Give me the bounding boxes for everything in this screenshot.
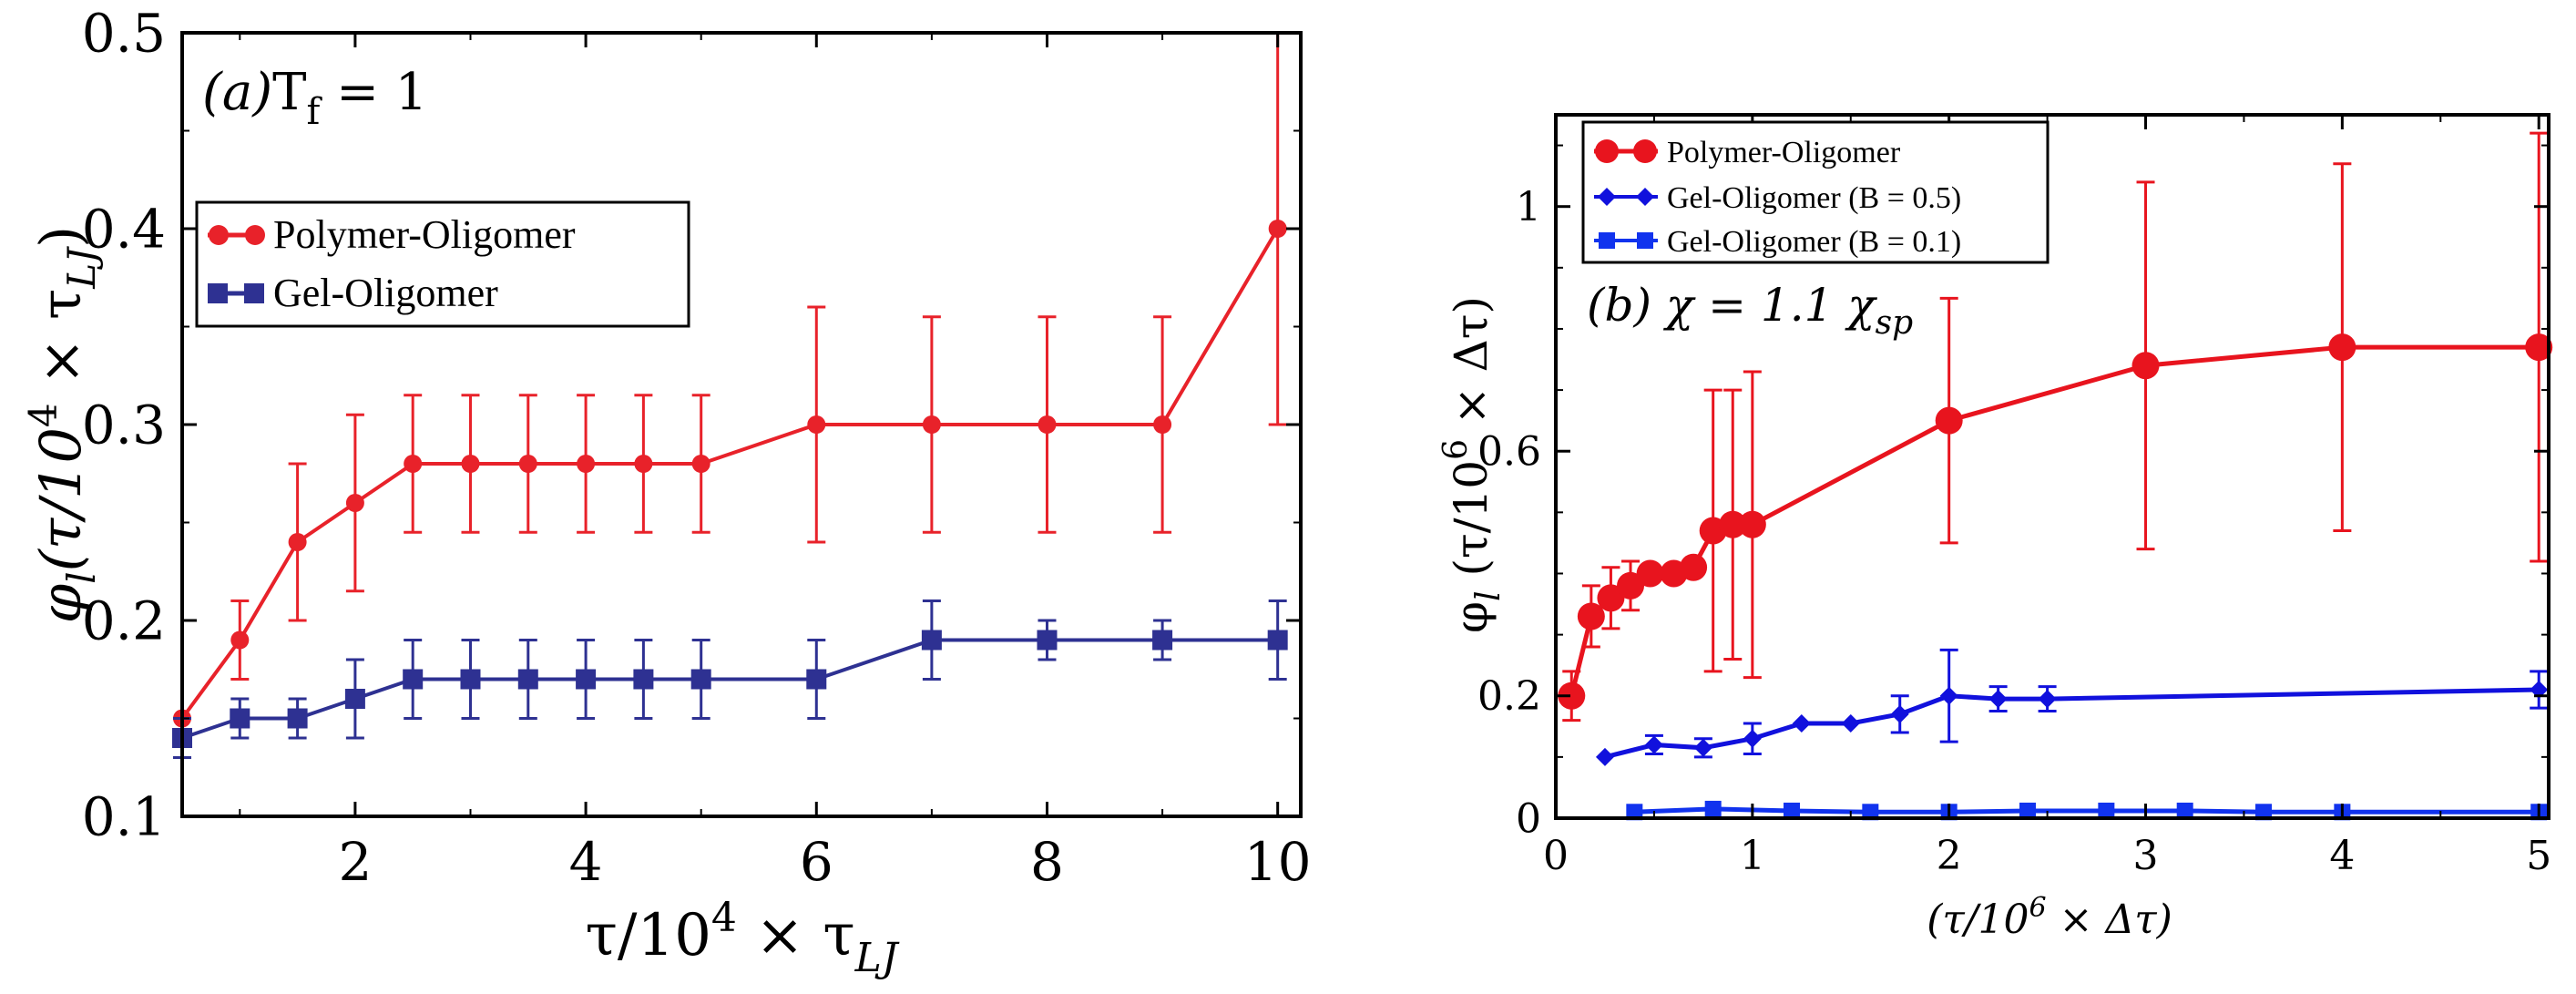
panel-b-xlabel: (τ/106 × Δτ) xyxy=(1927,892,2172,943)
panel-a-series-0-point xyxy=(692,455,710,473)
panel-a-series-1-point xyxy=(1152,630,1172,651)
panel-a-label: (a) xyxy=(202,63,272,122)
panel-a-series-1-point xyxy=(230,709,250,729)
panel-b-legend: Polymer-Oligomer Gel-Oligomer (B = 0.5) … xyxy=(1583,122,2048,262)
panel-b-ylabel: φl (τ/106 × Δτ) xyxy=(1437,296,1508,633)
panel-a-xlabel: τ/104 × τLJ xyxy=(586,895,900,981)
panel-a-xtick-label: 10 xyxy=(1244,831,1312,893)
panel-b-xlabel-b: × Δτ) xyxy=(2047,897,2172,943)
legend-a-marker-gel xyxy=(208,283,228,303)
panel-b-ylabel-sup: 6 xyxy=(1437,439,1475,460)
panel-a-series-1-point xyxy=(691,670,711,690)
panel-a-series-1-point xyxy=(576,670,596,690)
panel-a-series-0-point xyxy=(923,415,941,434)
legend-b-label-b01: Gel-Oligomer (B = 0.1) xyxy=(1667,225,1961,259)
panel-a-ytick-label: 0.3 xyxy=(82,394,166,456)
panel-b-ylabel-b: (τ/10 xyxy=(1445,460,1498,591)
panel-a-ytick-label: 0.2 xyxy=(82,589,166,651)
panel-b-series-2-point xyxy=(1705,801,1722,817)
panel-a-series-1-point xyxy=(288,709,308,729)
legend-b-label-polymer: Polymer-Oligomer xyxy=(1667,136,1901,169)
panel-a-xtick-label: 4 xyxy=(569,831,603,893)
panel-b-ytick-label: 0 xyxy=(1516,795,1541,842)
panel-a-xlabel-sub: LJ xyxy=(854,935,900,981)
panel-a-series-0-point xyxy=(1038,415,1056,434)
legend-b-marker-b01 xyxy=(1599,232,1615,249)
legend-a-marker-polymer-2 xyxy=(245,225,265,245)
panel-b-ylabel-sub1: l xyxy=(1470,590,1508,601)
legend-b-marker-polymer-2 xyxy=(1633,139,1657,163)
panel-a-title-rest: = 1 xyxy=(320,63,427,122)
panel-b-series-0-point xyxy=(2132,352,2160,379)
panel-a-xlabel-b: × τ xyxy=(737,902,855,969)
panel-b-series-0-point xyxy=(1936,407,1963,435)
panel-a-ylabel-sub2: LJ xyxy=(59,246,104,290)
panel-a-series-0-point xyxy=(461,455,479,473)
panel-a-series-0-point xyxy=(634,455,652,473)
panel-a-series-0-point xyxy=(230,631,249,650)
panel-a-ylabel-d: ) xyxy=(27,226,94,248)
panel-a-ytick-label: 0.5 xyxy=(82,2,166,64)
panel-a-xtick-label: 2 xyxy=(338,831,372,893)
panel-b-ylabel-a: φ xyxy=(1445,601,1498,633)
panel-a-series-1-point xyxy=(345,689,365,709)
panel-b-title-text: (b) χ = 1.1 χ xyxy=(1587,279,1877,332)
panel-a-series-1-point xyxy=(1037,630,1057,651)
panel-a-series-0-point xyxy=(807,415,825,434)
panel-a-series-0-point xyxy=(289,533,307,551)
legend-b-marker-polymer xyxy=(1595,139,1619,163)
legend-a-label-polymer: Polymer-Oligomer xyxy=(273,212,576,257)
panel-b-xtick-label: 4 xyxy=(2329,833,2355,879)
panel-b-xtick-label: 3 xyxy=(2133,833,2159,879)
panel-b-xtick-label: 5 xyxy=(2526,833,2551,879)
panel-a-xlabel-sup: 4 xyxy=(711,895,737,941)
panel-a-ylabel-c: × τ xyxy=(27,289,94,404)
panel-a-ylabel-sup: 4 xyxy=(21,403,66,427)
legend-a-marker-gel-2 xyxy=(244,283,264,303)
panel-a-ylabel-a: φ xyxy=(27,583,94,623)
legend-a-marker-polymer xyxy=(209,225,229,245)
panel-b-series-0-point xyxy=(2328,333,2356,361)
panel-a-series-1-point xyxy=(922,630,942,651)
panel-a-xtick-label: 8 xyxy=(1030,831,1064,893)
panel-a-series-1-point xyxy=(806,670,826,690)
panel-a-series-0-point xyxy=(346,494,364,512)
panel-b-xtick-label: 0 xyxy=(1543,833,1569,879)
panel-b-xtick-label: 1 xyxy=(1740,833,1765,879)
panel-a-series-1-point xyxy=(518,670,538,690)
panel-b-xlabel-a: (τ/10 xyxy=(1927,897,2029,943)
panel-b-title-sub: sp xyxy=(1876,304,1914,342)
panel-a-ylabel-b: (τ/10 xyxy=(27,427,94,571)
panel-a-series-1-point xyxy=(633,670,653,690)
panel-b-ytick-label: 0.2 xyxy=(1477,673,1541,720)
panel-a-title-text: T xyxy=(272,63,306,122)
panel-b-xlabel-sup: 6 xyxy=(2029,892,2047,924)
panel-a-ytick-label: 0.1 xyxy=(82,785,166,847)
legend-b-label-b05: Gel-Oligomer (B = 0.5) xyxy=(1667,181,1961,215)
panel-a-series-0-point xyxy=(404,455,422,473)
panel-b-ylabel-c: × Δτ) xyxy=(1445,296,1498,439)
panel-a-series-1-point xyxy=(403,670,423,690)
panel-a-series-0-point xyxy=(1153,415,1171,434)
panel-b-series-0-point xyxy=(1637,559,1664,587)
panel-a-ylabel-sub1: l xyxy=(59,571,104,583)
panel-b-ytick-label: 1 xyxy=(1516,184,1541,231)
figure: 2 4 6 8 100.10.20.30.40.5 (a)Tf = 1 Polymer-… xyxy=(0,0,2576,994)
panel-a-series-1-point xyxy=(460,670,480,690)
panel-b-series-0-point xyxy=(1739,511,1766,538)
panel-a-xlabel-a: τ/10 xyxy=(586,902,711,969)
panel-b-xtick-label: 2 xyxy=(1937,833,1962,879)
legend-a-label-gel: Gel-Oligomer xyxy=(273,271,498,315)
legend-b-marker-b01-2 xyxy=(1637,232,1653,249)
panel-b-series-0-point xyxy=(1680,554,1707,581)
panel-a-series-0-point xyxy=(577,455,595,473)
panel-a-legend: Polymer-Oligomer Gel-Oligomer xyxy=(197,202,689,326)
panel-a-xtick-label: 6 xyxy=(800,831,833,893)
panel-a-series-0-point xyxy=(519,455,537,473)
panel-a-series-1-point xyxy=(1268,630,1288,651)
panel-a-series-0-point xyxy=(1269,220,1287,238)
